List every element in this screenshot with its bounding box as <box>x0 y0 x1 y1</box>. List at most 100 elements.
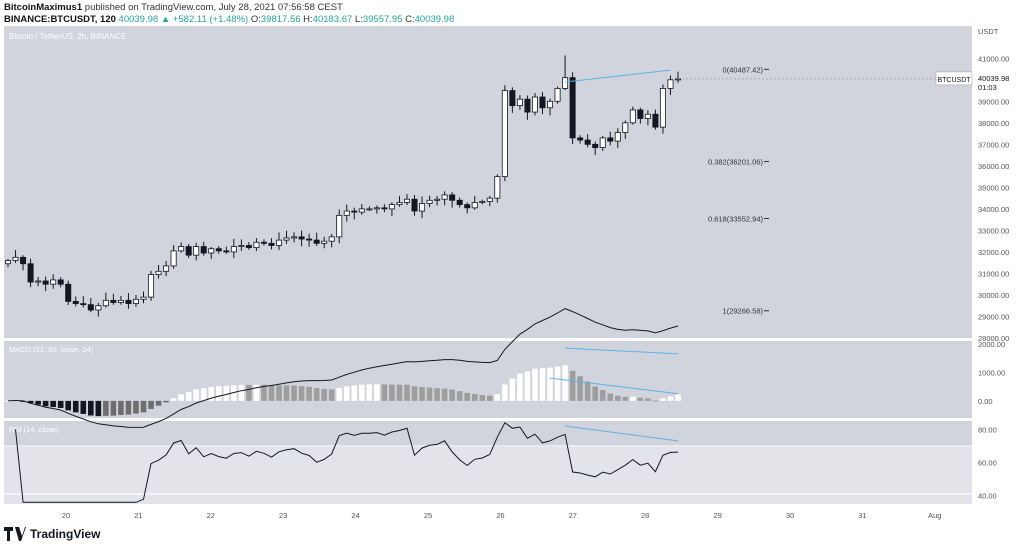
time-tick-label: 22 <box>207 511 215 520</box>
price-tick-label: 28000.00 <box>978 334 1009 343</box>
macd-bar <box>524 371 531 401</box>
macd-bar <box>261 384 267 401</box>
candle-down <box>306 238 313 241</box>
candle-up <box>170 250 177 267</box>
price-tag-box <box>974 71 1022 94</box>
fib-level-label: 1(29266.58) <box>723 307 764 316</box>
macd-bar <box>298 386 305 401</box>
macd-bar <box>539 368 546 401</box>
candle-up <box>426 199 433 204</box>
candle-up <box>336 214 343 238</box>
macd-bar <box>118 400 124 416</box>
macd-bar <box>569 370 576 401</box>
candle-up <box>193 246 200 256</box>
macd-bar <box>336 387 343 401</box>
macd-bar <box>313 388 320 401</box>
macd-bar <box>502 384 508 401</box>
candle-down <box>456 199 463 205</box>
macd-bar <box>411 386 418 401</box>
candle-down <box>464 204 471 209</box>
candle-up <box>328 236 335 242</box>
currency-label: USDT <box>978 27 999 36</box>
macd-bar <box>464 392 471 401</box>
macd-pane <box>4 341 972 418</box>
price-tick-label: 37000.00 <box>978 140 1009 149</box>
macd-bar <box>630 396 636 401</box>
candle-up <box>117 299 124 303</box>
time-tick-label: 23 <box>279 511 287 520</box>
publish-info: BitcoinMaximus1 published on TradingView… <box>4 2 343 13</box>
price-tick-label: 30000.00 <box>978 291 1009 300</box>
candle-down <box>57 279 64 285</box>
macd-bar <box>208 386 215 401</box>
candle-down <box>223 250 230 253</box>
macd-bar <box>140 400 147 413</box>
macd-bar <box>517 373 523 401</box>
candle-up <box>629 109 636 124</box>
macd-bar <box>381 384 388 401</box>
candle-up <box>486 197 493 202</box>
rsi-tick-label: 60.00 <box>978 459 997 468</box>
macd-bar <box>72 400 79 413</box>
macd-bar <box>148 400 154 409</box>
low-label: L: <box>354 14 363 25</box>
rsi-tick-label: 40.00 <box>978 492 997 501</box>
candle-down <box>592 143 599 148</box>
symbol-info: BINANCE:BTCUSDT, 120 40039.98 ▲ +582.11 … <box>4 14 454 25</box>
macd-bar <box>231 385 237 401</box>
price-tick-label: 33000.00 <box>978 226 1009 235</box>
macd-bar <box>554 366 561 401</box>
macd-bar <box>343 386 350 401</box>
histogram-divergence-line <box>549 377 679 395</box>
macd-bar <box>12 400 19 402</box>
candle-down <box>313 239 320 244</box>
candle-up <box>95 305 102 311</box>
macd-bar <box>50 400 56 408</box>
candle-up <box>388 204 395 210</box>
candle-down <box>245 245 252 249</box>
macd-bar <box>200 388 207 401</box>
candle-down <box>110 299 117 303</box>
macd-bar <box>667 396 674 401</box>
macd-bar <box>592 386 598 401</box>
time-tick-label: 28 <box>641 511 649 520</box>
candle-up <box>644 113 651 119</box>
macd-bar <box>178 394 184 401</box>
candle-down <box>260 241 267 244</box>
candle-up <box>155 270 162 275</box>
symbol-tag-box <box>935 71 973 86</box>
macd-bar <box>359 384 365 401</box>
candle-up <box>291 236 298 239</box>
candle-up <box>516 98 523 107</box>
time-tick-label: 31 <box>858 511 866 520</box>
rsi-divergence-line <box>565 425 679 442</box>
price-tick-label: 35000.00 <box>978 183 1009 192</box>
candle-down <box>411 198 418 212</box>
price-chart[interactable]: 41000.0040000.0039000.0038000.0037000.00… <box>0 26 1024 522</box>
macd-bar <box>607 393 614 401</box>
macd-bar <box>577 376 583 401</box>
macd-bar <box>494 394 501 401</box>
price-tick-label: 38000.00 <box>978 119 1009 128</box>
macd-bar <box>441 388 448 401</box>
time-tick-label: 24 <box>351 511 359 520</box>
candle-down <box>524 98 531 113</box>
rsi-band <box>4 445 972 504</box>
macd-bar <box>584 381 591 401</box>
candle-down <box>125 299 132 304</box>
candle-up <box>140 296 147 300</box>
macd-bar <box>57 400 64 408</box>
candle-down <box>509 90 516 107</box>
macd-bar <box>652 400 659 402</box>
macd-bar <box>88 400 94 416</box>
macd-bar <box>238 384 245 401</box>
candle-up <box>163 265 170 272</box>
macd-histogram <box>5 365 681 417</box>
macd-bar <box>193 389 200 401</box>
macd-tick-label: 0.00 <box>978 397 993 406</box>
macd-bar <box>163 400 169 403</box>
macd-bar <box>253 384 260 401</box>
time-tick-label: 26 <box>496 511 504 520</box>
footer: TradingView <box>4 524 100 544</box>
macd-bar <box>268 385 275 401</box>
